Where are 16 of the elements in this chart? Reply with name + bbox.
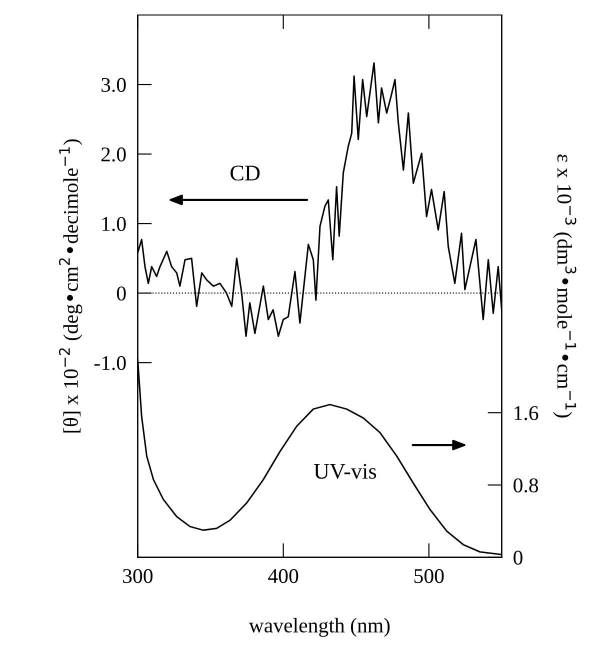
y-tick-label: 0 xyxy=(116,286,126,301)
y-tick-label: 1.0 xyxy=(102,216,126,232)
y2-tick-label: 0.8 xyxy=(514,478,538,493)
y-axis-title: [θ] x 10$^{−2}$ (deg•cm$^{2}$•decimole$^{−1}$) xyxy=(58,139,82,433)
y-tick-label: 3.0 xyxy=(102,78,126,92)
y2-tick-label: 1.6 xyxy=(514,406,538,420)
y-tick-label: -1.0 xyxy=(94,356,126,370)
y-tick-label: 2.0 xyxy=(101,147,126,162)
y2-tick-label: 0 xyxy=(514,550,522,565)
annotation: UV-vis xyxy=(314,464,376,479)
x-tick-label: 400 xyxy=(268,569,298,584)
text: ε x 10$^{−3}$ (dm$^{3}$•mole$^{−1}$•cm$^{−1}$) xyxy=(553,154,576,418)
annotation: CD xyxy=(230,166,260,181)
x-tick-label: 300 xyxy=(123,569,153,584)
x-axis-title: wavelength (nm) xyxy=(248,618,390,637)
x-tick-label: 500 xyxy=(414,569,444,584)
